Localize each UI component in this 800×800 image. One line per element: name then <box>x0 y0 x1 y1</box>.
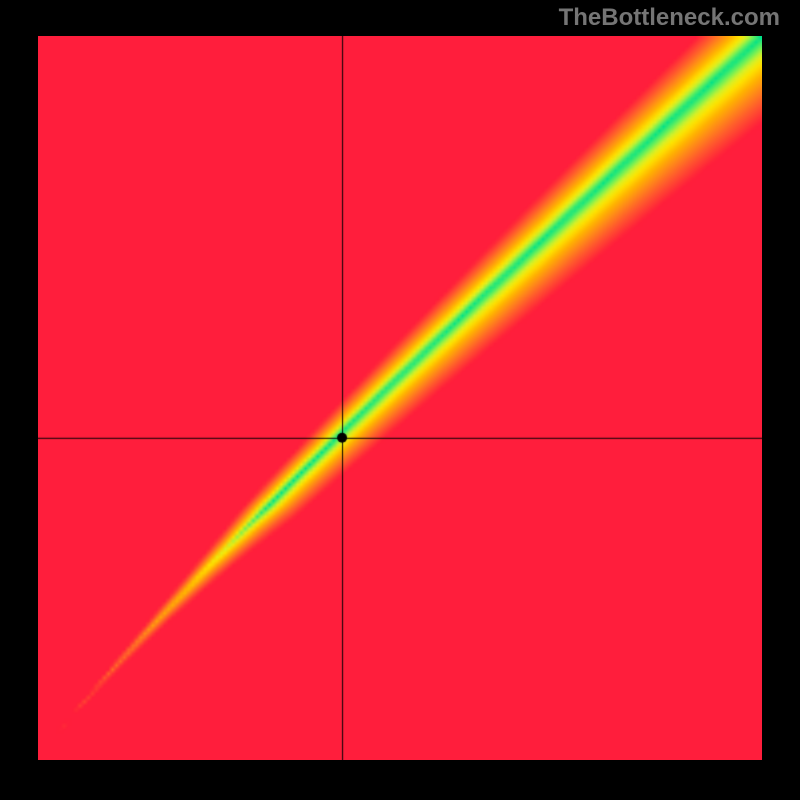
bottleneck-heatmap <box>38 36 762 760</box>
chart-container: TheBottleneck.com <box>0 0 800 800</box>
watermark-text: TheBottleneck.com <box>559 4 780 32</box>
